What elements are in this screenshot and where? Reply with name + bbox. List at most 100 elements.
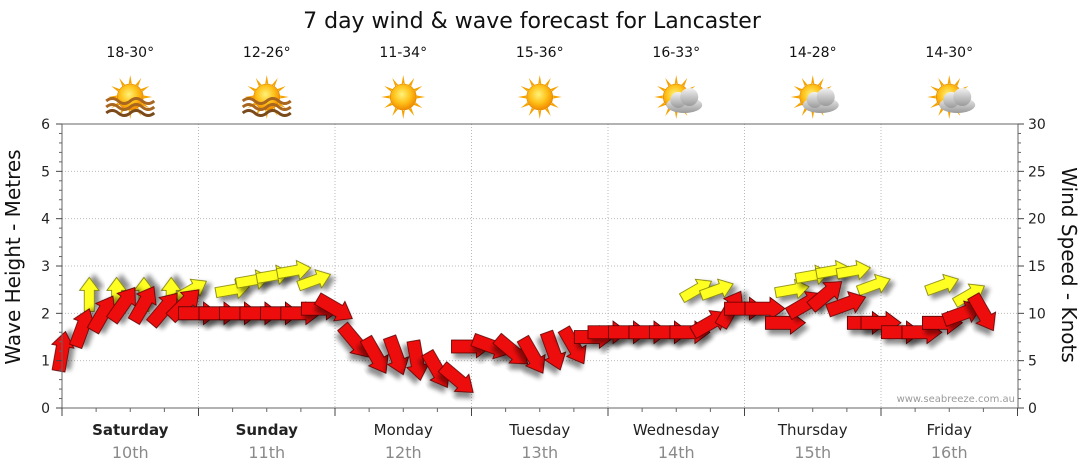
sun-ray: [138, 86, 150, 94]
sun-ray: [927, 95, 939, 99]
sun-ray: [275, 100, 286, 108]
wind-arrow: [382, 334, 410, 376]
temperature-label: 16-33°: [652, 45, 700, 61]
sun-ray: [384, 100, 395, 108]
sun-ray: [543, 105, 551, 117]
sun-ray: [665, 105, 673, 117]
sun-ray: [543, 77, 551, 89]
day-date-label: 11th: [248, 443, 285, 462]
temperature-label: 14-30°: [925, 45, 973, 61]
wind-arrow: [967, 292, 997, 332]
wind-arrow: [359, 334, 389, 374]
wind-arrow: [539, 329, 567, 371]
arrow-marks: [50, 259, 997, 393]
sun-ray: [801, 77, 810, 89]
day-date-label: 10th: [112, 443, 149, 462]
sun-disc: [526, 83, 554, 111]
wind-arrow: [69, 308, 96, 350]
sun-ray: [938, 77, 946, 89]
sun-ray: [384, 86, 395, 94]
sun-ray: [537, 107, 542, 119]
wind-arrow: [437, 361, 474, 393]
weather-icons: [105, 75, 976, 119]
sun-ray: [277, 95, 289, 99]
wave-arrow: [774, 278, 810, 300]
wind-arrow: [313, 292, 353, 322]
sun-icon: [381, 75, 426, 119]
sun-ray: [411, 100, 423, 108]
sun-ray: [111, 86, 122, 94]
sun-ray: [816, 77, 824, 89]
sun-ray: [119, 77, 127, 89]
sun-ray: [141, 95, 153, 99]
sun-ray: [128, 75, 133, 87]
sun-ray: [517, 95, 529, 99]
temperature-label: 11-34°: [379, 45, 427, 61]
sun-ray: [790, 95, 802, 99]
tick-label-left: 5: [41, 164, 50, 180]
waves: [241, 97, 292, 117]
day-name-label: Tuesday: [508, 421, 570, 439]
tick-label-left: 2: [41, 306, 50, 322]
sun-ray: [247, 86, 259, 94]
wave-line: [105, 97, 156, 105]
sun-ray: [793, 100, 805, 108]
wave-arrow: [951, 283, 986, 308]
wave-line: [241, 103, 292, 111]
wave-arrow: [275, 259, 312, 281]
sun-ray: [392, 105, 400, 117]
sun-ray: [270, 77, 278, 89]
sun-ray: [264, 75, 269, 87]
wind-arrow: [516, 334, 546, 374]
tick-label-right: 30: [1028, 117, 1046, 133]
wave-arrow: [924, 273, 960, 296]
sun-ray: [657, 86, 668, 94]
day-name-label: Saturday: [92, 421, 169, 439]
sun-ray: [133, 77, 142, 89]
sun-ray: [548, 86, 559, 94]
wind-arrow: [50, 330, 75, 373]
axis-ticks: 0 1 2 3 4 5 6 0 5 10 15 20 25 30: [41, 117, 1046, 417]
cloud: [802, 88, 839, 113]
sun-ray: [657, 100, 668, 108]
sun-ray: [930, 100, 941, 108]
sun-ray: [406, 77, 415, 89]
wave-arrow: [835, 259, 872, 281]
waves: [105, 97, 156, 117]
temperature-label: 12-26°: [243, 45, 291, 61]
tick-label-right: 25: [1028, 164, 1046, 180]
wave-arrow: [78, 276, 100, 312]
temperature-label: 18-30°: [106, 45, 154, 61]
sun-ray: [392, 77, 400, 89]
sun-ray: [520, 100, 532, 108]
sun-waves-icon: [241, 75, 292, 119]
sun-ray: [406, 105, 415, 117]
day-name-label: Sunday: [236, 421, 299, 439]
sun-ray: [548, 100, 559, 108]
sun-ray: [401, 75, 406, 87]
sun-icon: [517, 75, 562, 119]
day-date-label: 13th: [521, 443, 558, 462]
sun-ray: [665, 77, 673, 89]
sun-ray: [414, 95, 426, 99]
tick-label-left: 3: [41, 259, 50, 275]
sun-ray: [550, 95, 562, 99]
tick-label-left: 1: [41, 354, 50, 370]
sun-rays: [381, 75, 426, 119]
sun-ray: [528, 105, 537, 117]
sun-ray: [947, 75, 952, 87]
sun-ray: [255, 77, 264, 89]
wave-line: [241, 109, 292, 117]
tick-label-left: 4: [41, 212, 50, 228]
y-axis-right-title: Wind Speed - Knots: [1057, 167, 1080, 363]
chart-title: 7 day wind & wave forecast for Lancaster: [303, 9, 762, 34]
sun-cloud-icon: [790, 75, 839, 119]
wind-arrow: [106, 286, 136, 325]
sun-ray: [674, 75, 679, 87]
sun-cloud-icon: [654, 75, 703, 119]
sun-ray: [411, 86, 423, 94]
sun-ray: [108, 95, 120, 99]
day-labels: Saturday 10th 18-30° Sunday 11th 12-26° Monday…: [92, 45, 973, 462]
sun-ray: [401, 107, 406, 119]
